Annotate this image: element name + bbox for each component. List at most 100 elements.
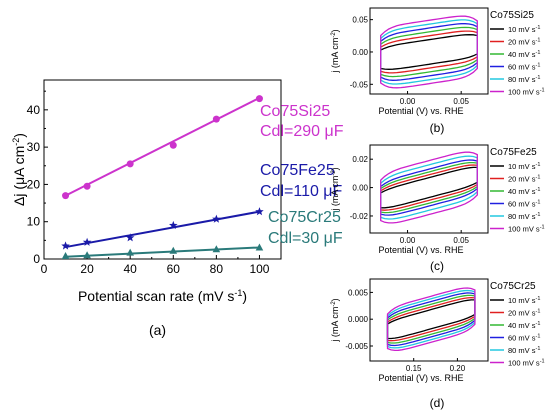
- x-tick-label: 0.20: [450, 364, 466, 373]
- legend-entry: 60 mV s-1: [508, 200, 540, 209]
- data-point: [62, 192, 70, 200]
- x-tick-label: 0.05: [453, 97, 469, 106]
- data-point: [126, 248, 134, 256]
- x-tick-label: 80: [210, 262, 224, 276]
- x-axis-label: Potential (V) vs. RHE: [378, 373, 463, 383]
- plot-frame: [369, 144, 489, 234]
- data-point: [169, 141, 177, 149]
- data-point: [212, 115, 220, 123]
- data-point: [255, 95, 263, 103]
- legend-entry: 100 mV s-1: [508, 88, 545, 97]
- y-tick-label: 30: [27, 140, 41, 154]
- data-point: [125, 233, 135, 242]
- data-point: [169, 246, 178, 254]
- y-tick-label: 0.005: [348, 288, 369, 297]
- x-tick-label: 0.15: [406, 364, 422, 373]
- legend-title: Co75Si25: [490, 10, 534, 21]
- data-point: [212, 214, 221, 223]
- y-tick-label: -0.02: [350, 212, 369, 221]
- legend-entry: 20 mV s-1: [508, 309, 540, 318]
- y-axis-label: j (mA cm-2): [330, 298, 340, 342]
- cv-loop: [380, 166, 478, 209]
- y-axis-label: j (mA cm-2): [330, 167, 340, 211]
- fit-line-co75si25: [65, 97, 260, 197]
- legend-entry: 100 mV s-1: [508, 225, 545, 234]
- legend-entry: 40 mV s-1: [508, 50, 540, 59]
- data-point: [83, 182, 91, 190]
- cv-loop: [386, 294, 476, 344]
- data-point: [212, 245, 221, 253]
- legend-entry: 40 mV s-1: [508, 187, 540, 196]
- plot-frame: [369, 7, 489, 95]
- y-tick-label: 20: [27, 177, 41, 191]
- fit-line-co75cr25: [65, 246, 260, 258]
- x-tick-label: 60: [167, 262, 181, 276]
- data-point: [83, 251, 91, 259]
- legend-entry: 100 mV s-1: [508, 359, 545, 368]
- data-point: [61, 241, 70, 250]
- fit-line-co75fe25: [65, 210, 260, 249]
- series-label-co75fe25: Co75Fe25: [260, 162, 335, 179]
- x-tick-label: 0.00: [400, 236, 416, 245]
- data-point: [255, 207, 264, 216]
- legend-entry: 80 mV s-1: [508, 75, 540, 84]
- cv-loop: [380, 34, 478, 70]
- panel-label: (d): [430, 396, 445, 410]
- panel-a-chart: 0 20 40 60 80 100 0 10 20 30 40 Potential scan rate…: [11, 79, 344, 338]
- y-tick-label: -0.05: [350, 80, 369, 89]
- legend-title: Co75Fe25: [490, 147, 537, 158]
- y-tick-label: 0.00: [352, 48, 368, 57]
- y-tick-label: 0.02: [352, 155, 368, 164]
- x-axis-label: Potential (V) vs. RHE: [378, 106, 463, 116]
- y-tick-label: 40: [27, 103, 41, 117]
- series-annotation-co75fe25: Cdl=110 μF: [260, 183, 343, 200]
- y-tick-label: 10: [27, 215, 41, 229]
- series-label-co75si25: Co75Si25: [260, 103, 330, 120]
- plot-frame: [43, 79, 282, 260]
- panel-label-a: (a): [149, 322, 166, 338]
- legend-entry: 10 mV s-1: [508, 296, 540, 305]
- legend-entry: 60 mV s-1: [508, 334, 540, 343]
- cv-loop: [386, 287, 476, 352]
- x-tick-label: 0.00: [400, 97, 416, 106]
- plot-frame: [369, 278, 489, 362]
- legend-entry: 60 mV s-1: [508, 63, 540, 72]
- y-axis-label: Δj (μA cm-2): [11, 133, 27, 206]
- data-point: [255, 243, 264, 251]
- y-axis-label: j (mA cm-2): [330, 29, 340, 73]
- x-axis-label: Potential scan rate (mV s-1): [78, 288, 247, 304]
- legend-entry: 40 mV s-1: [508, 321, 540, 330]
- x-tick-label: 0.05: [453, 236, 469, 245]
- legend-entry: 10 mV s-1: [508, 25, 540, 34]
- panel-c-chart: 0.00 0.05 -0.02 0.00 0.02 Potential (V) vs. R…: [330, 144, 545, 273]
- cv-loop: [380, 19, 478, 85]
- x-tick-label: 20: [80, 262, 94, 276]
- series-annotation-co75cr25: Cdl=30 μF: [268, 230, 343, 247]
- legend-entry: 10 mV s-1: [508, 162, 540, 171]
- legend-entry: 20 mV s-1: [508, 175, 540, 184]
- panel-label: (c): [430, 259, 444, 273]
- legend-title: Co75Cr25: [490, 281, 536, 292]
- x-tick-label: 100: [249, 262, 269, 276]
- panel-label: (b): [430, 121, 445, 135]
- legend-entry: 80 mV s-1: [508, 346, 540, 355]
- x-axis-label: Potential (V) vs. RHE: [378, 245, 463, 255]
- x-tick-label: 0: [41, 262, 48, 276]
- series-label-co75cr25: Co75Cr25: [268, 209, 341, 226]
- legend-entry: 80 mV s-1: [508, 212, 540, 221]
- series-annotation-co75si25: Cdl=290 μF: [260, 123, 344, 140]
- y-tick-label: 0.05: [352, 16, 368, 25]
- y-tick-label: -0.005: [345, 342, 368, 351]
- data-point: [82, 237, 92, 246]
- legend-entry: 20 mV s-1: [508, 38, 540, 47]
- cv-loop: [380, 151, 478, 224]
- data-point: [126, 160, 134, 168]
- y-tick-label: 0.000: [348, 315, 369, 324]
- cv-loop: [380, 15, 478, 89]
- panel-d-chart: 0.15 0.20 -0.005 0.000 0.005 Potential (V) vs…: [330, 278, 545, 410]
- y-tick-label: 0.00: [352, 184, 368, 193]
- x-tick-label: 40: [124, 262, 138, 276]
- data-point: [61, 252, 70, 260]
